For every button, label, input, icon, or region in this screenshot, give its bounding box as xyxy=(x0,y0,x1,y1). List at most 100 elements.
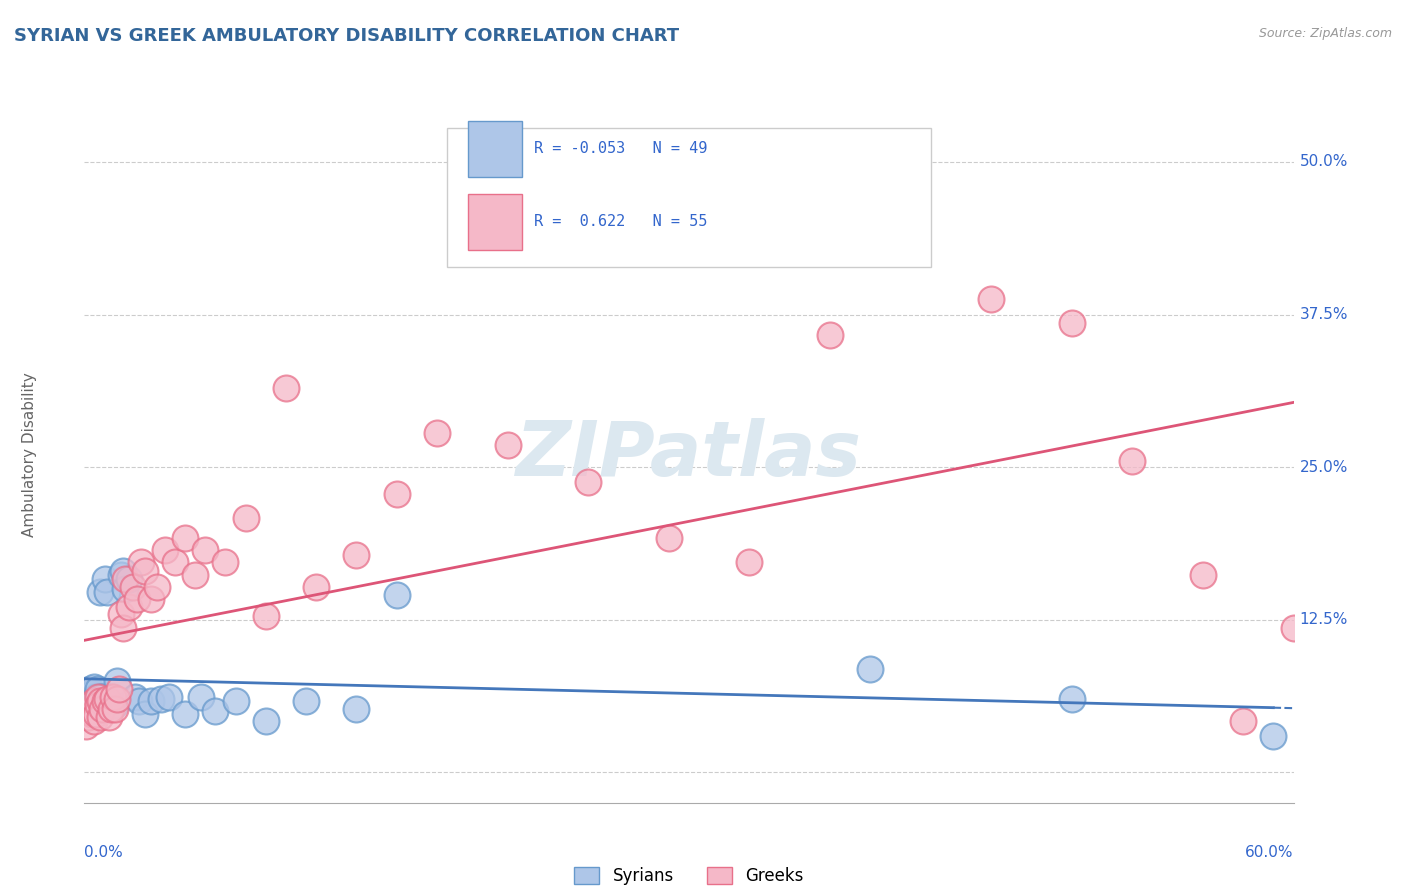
Point xyxy=(1263,729,1285,743)
Point xyxy=(79,698,101,713)
Point xyxy=(82,686,104,700)
Point xyxy=(93,694,115,708)
Point xyxy=(105,692,128,706)
Text: Source: ZipAtlas.com: Source: ZipAtlas.com xyxy=(1258,27,1392,40)
Point xyxy=(100,690,122,704)
FancyBboxPatch shape xyxy=(447,128,931,267)
Point xyxy=(83,698,105,713)
Point xyxy=(87,698,110,713)
Point xyxy=(254,714,277,728)
Point xyxy=(79,704,101,718)
Point xyxy=(89,690,111,704)
Point xyxy=(496,438,519,452)
Point xyxy=(82,704,104,718)
FancyBboxPatch shape xyxy=(468,121,522,177)
Point xyxy=(658,531,681,545)
Point xyxy=(104,702,127,716)
Point xyxy=(96,584,118,599)
Point xyxy=(86,706,108,721)
Point xyxy=(385,588,408,602)
Point xyxy=(111,621,134,635)
Point xyxy=(125,591,148,606)
Point xyxy=(118,600,141,615)
Point xyxy=(305,580,328,594)
Legend: Syrians, Greeks: Syrians, Greeks xyxy=(574,867,804,885)
Point xyxy=(114,573,136,587)
Point xyxy=(190,690,212,704)
Point xyxy=(859,661,882,675)
Point xyxy=(101,690,124,704)
Point xyxy=(1060,692,1083,706)
Point xyxy=(97,710,120,724)
Point xyxy=(83,714,105,728)
Point xyxy=(91,702,114,716)
Point xyxy=(426,425,449,440)
Text: 50.0%: 50.0% xyxy=(1299,154,1348,169)
Point xyxy=(87,692,110,706)
Point xyxy=(105,673,128,688)
Point xyxy=(87,698,110,713)
Text: 12.5%: 12.5% xyxy=(1299,612,1348,627)
Point xyxy=(96,692,118,706)
Text: SYRIAN VS GREEK AMBULATORY DISABILITY CORRELATION CHART: SYRIAN VS GREEK AMBULATORY DISABILITY CO… xyxy=(14,27,679,45)
Point xyxy=(157,690,180,704)
Point xyxy=(79,692,101,706)
Point xyxy=(82,694,104,708)
Point xyxy=(1192,567,1215,582)
Point xyxy=(100,702,122,716)
Point xyxy=(980,292,1002,306)
Point xyxy=(1060,316,1083,330)
Point xyxy=(77,710,100,724)
Point xyxy=(110,567,132,582)
Text: ZIPatlas: ZIPatlas xyxy=(516,418,862,491)
Point xyxy=(93,573,115,587)
Point xyxy=(82,706,104,721)
Point xyxy=(75,690,97,704)
Text: Ambulatory Disability: Ambulatory Disability xyxy=(22,373,38,537)
Text: R =  0.622   N = 55: R = 0.622 N = 55 xyxy=(534,214,707,229)
Point xyxy=(174,706,197,721)
Point xyxy=(101,692,124,706)
Point xyxy=(128,694,150,708)
Text: 0.0%: 0.0% xyxy=(84,845,124,860)
Point xyxy=(1232,714,1254,728)
Point xyxy=(900,189,922,203)
Text: R = -0.053   N = 49: R = -0.053 N = 49 xyxy=(534,141,707,156)
Point xyxy=(149,692,172,706)
Text: 37.5%: 37.5% xyxy=(1299,307,1348,322)
Point xyxy=(576,475,599,489)
Point xyxy=(77,686,100,700)
Point xyxy=(146,580,169,594)
Point xyxy=(110,607,132,621)
Point xyxy=(139,591,162,606)
Point xyxy=(91,694,114,708)
Point xyxy=(204,704,226,718)
Point xyxy=(114,582,136,597)
Point xyxy=(295,694,318,708)
Point xyxy=(111,564,134,578)
Point xyxy=(86,690,108,704)
Point xyxy=(134,706,156,721)
Point xyxy=(1282,621,1305,635)
Point xyxy=(818,328,841,343)
Point xyxy=(97,698,120,713)
Point xyxy=(346,702,368,716)
FancyBboxPatch shape xyxy=(468,194,522,250)
Point xyxy=(134,564,156,578)
Point xyxy=(153,543,176,558)
Text: 25.0%: 25.0% xyxy=(1299,459,1348,475)
Point xyxy=(87,682,110,697)
Point xyxy=(194,543,217,558)
Point xyxy=(86,694,108,708)
Point xyxy=(124,690,146,704)
Point xyxy=(83,690,105,704)
Point xyxy=(1121,454,1143,468)
Point xyxy=(274,381,297,395)
Point xyxy=(91,690,114,704)
Point xyxy=(89,584,111,599)
Point xyxy=(129,555,152,569)
Point xyxy=(184,567,207,582)
Point xyxy=(738,555,761,569)
Point xyxy=(87,690,110,704)
Point xyxy=(83,680,105,694)
